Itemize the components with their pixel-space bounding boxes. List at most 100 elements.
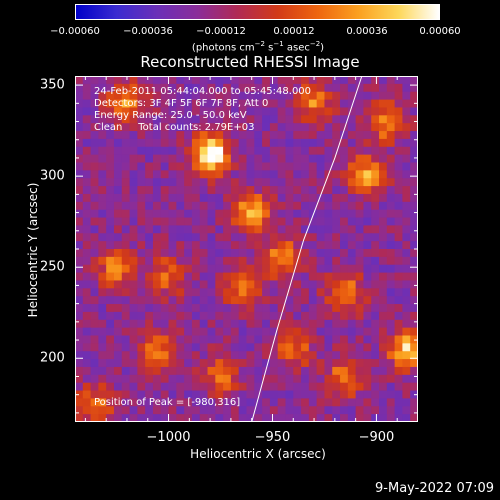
heatmap-cell bbox=[199, 256, 209, 266]
heatmap-cell bbox=[223, 83, 232, 93]
heatmap-cell bbox=[207, 327, 216, 336]
heatmap-cell bbox=[223, 366, 232, 376]
heatmap-cell bbox=[246, 414, 255, 422]
heatmap-cell bbox=[98, 138, 107, 148]
heatmap-cell bbox=[90, 414, 99, 422]
heatmap-cell bbox=[160, 193, 170, 203]
heatmap-cell bbox=[324, 296, 333, 305]
heatmap-cell bbox=[176, 272, 185, 281]
heatmap-cell bbox=[106, 233, 115, 242]
heatmap-cell bbox=[191, 335, 201, 344]
heatmap-cell bbox=[98, 76, 107, 85]
heatmap-cell bbox=[215, 123, 224, 132]
colorbar-tick-label: 0.00060 bbox=[419, 26, 461, 37]
heatmap-cell bbox=[394, 249, 403, 258]
heatmap-cell bbox=[113, 186, 123, 195]
heatmap-cell bbox=[230, 414, 240, 422]
heatmap-cell bbox=[184, 217, 193, 226]
heatmap-cell bbox=[324, 406, 333, 415]
heatmap-cell bbox=[223, 351, 232, 360]
heatmap-cell bbox=[238, 186, 247, 195]
heatmap-cell bbox=[106, 280, 115, 289]
heatmap-cell bbox=[363, 249, 372, 258]
heatmap-cell bbox=[254, 162, 263, 171]
heatmap-cell bbox=[347, 366, 357, 376]
heatmap-cell bbox=[332, 76, 341, 85]
heatmap-cell bbox=[363, 414, 372, 422]
heatmap-cell bbox=[113, 178, 123, 187]
heatmap-cell bbox=[277, 83, 286, 93]
heatmap-cell bbox=[238, 107, 247, 116]
heatmap-cell bbox=[184, 99, 193, 108]
heatmap-cell bbox=[269, 272, 279, 281]
heatmap-cell bbox=[152, 154, 162, 163]
heatmap-cell bbox=[293, 304, 302, 313]
heatmap-cell bbox=[98, 398, 107, 407]
heatmap-cell bbox=[207, 107, 216, 116]
heatmap-cell bbox=[160, 154, 170, 163]
heatmap-cell bbox=[285, 146, 294, 156]
heatmap-cell bbox=[324, 311, 333, 321]
heatmap-cell bbox=[363, 264, 372, 274]
heatmap-cell bbox=[262, 76, 271, 85]
heatmap-cell bbox=[262, 249, 271, 258]
heatmap-cell bbox=[98, 272, 107, 281]
heatmap-cell bbox=[402, 264, 411, 274]
heatmap-cell bbox=[363, 170, 372, 179]
heatmap-cell bbox=[332, 280, 341, 289]
heatmap-cell bbox=[262, 327, 271, 336]
heatmap-cell bbox=[75, 311, 84, 321]
heatmap-cell bbox=[160, 115, 170, 124]
heatmap-cell bbox=[269, 193, 279, 203]
heatmap-cell bbox=[145, 272, 154, 281]
heatmap-cell bbox=[238, 288, 247, 297]
heatmap-cell bbox=[316, 280, 325, 289]
heatmap-cell bbox=[386, 249, 396, 258]
heatmap-cell bbox=[184, 138, 193, 148]
heatmap-cell bbox=[160, 335, 170, 344]
heatmap-cell bbox=[340, 131, 349, 140]
heatmap-cell bbox=[90, 186, 99, 195]
heatmap-cell bbox=[308, 193, 318, 203]
heatmap-cell bbox=[301, 264, 310, 274]
heatmap-cell bbox=[246, 193, 255, 203]
heatmap-cell bbox=[277, 374, 286, 384]
heatmap-cell bbox=[106, 241, 115, 250]
heatmap-cell bbox=[199, 335, 209, 344]
heatmap-cell bbox=[363, 162, 372, 171]
heatmap-cell bbox=[199, 186, 209, 195]
heatmap-cell bbox=[332, 351, 341, 360]
heatmap-cell bbox=[238, 241, 247, 250]
heatmap-cell bbox=[207, 304, 216, 313]
heatmap-cell bbox=[129, 264, 138, 274]
heatmap-cell bbox=[191, 382, 201, 392]
heatmap-cell bbox=[137, 359, 146, 368]
heatmap-cell bbox=[363, 146, 372, 156]
heatmap-cell bbox=[332, 319, 341, 329]
heatmap-cell bbox=[254, 107, 263, 116]
heatmap-cell bbox=[386, 217, 396, 226]
heatmap-cell bbox=[75, 154, 84, 163]
heatmap-cell bbox=[379, 390, 388, 399]
heatmap-cell bbox=[113, 304, 123, 313]
heatmap-cell bbox=[332, 99, 341, 108]
heatmap-cell bbox=[176, 288, 185, 297]
heatmap-cell bbox=[191, 154, 201, 163]
heatmap-cell bbox=[402, 83, 411, 93]
heatmap-cell bbox=[262, 170, 271, 179]
heatmap-cell bbox=[152, 162, 162, 171]
x-tick-label: −900 bbox=[358, 430, 395, 445]
heatmap-cell bbox=[152, 406, 162, 415]
heatmap-cell bbox=[324, 91, 333, 101]
heatmap-cell bbox=[137, 296, 146, 305]
heatmap-cell bbox=[269, 414, 279, 422]
heatmap-cell bbox=[363, 296, 372, 305]
heatmap-cell bbox=[347, 83, 357, 93]
heatmap-cell bbox=[379, 304, 388, 313]
heatmap-cell bbox=[269, 296, 279, 305]
heatmap-cell bbox=[113, 115, 123, 124]
heatmap-cell bbox=[269, 374, 279, 384]
heatmap-cell bbox=[269, 288, 279, 297]
heatmap-cell bbox=[106, 138, 115, 148]
heatmap-cell bbox=[90, 170, 99, 179]
